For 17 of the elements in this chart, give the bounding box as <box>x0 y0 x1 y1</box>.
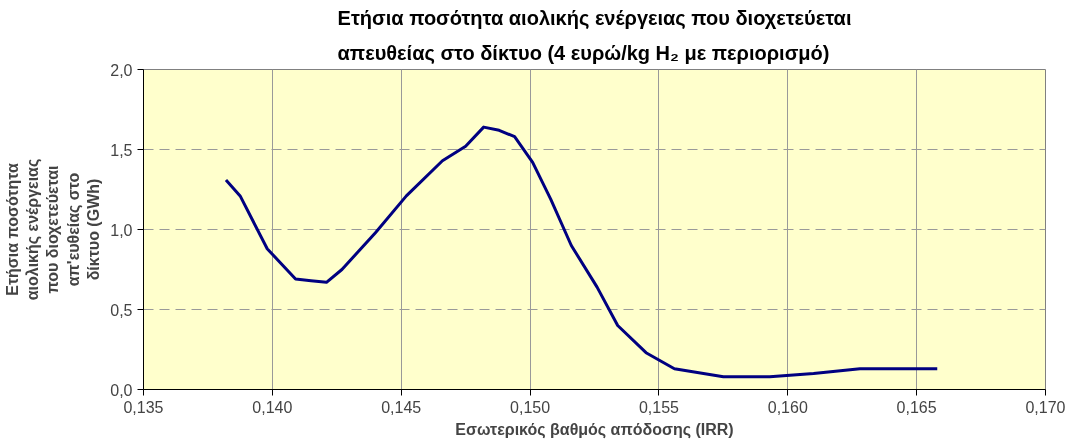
x-tick-label: 0,145 <box>381 398 422 416</box>
y-axis-title: Ετήσια ποσότητα αιολικής ενέργειας που διοχετεύεται απ'ευθείας στο δίκτυο (GWh) <box>3 158 103 301</box>
y-tick-label: 1,5 <box>110 141 133 159</box>
x-tick-label: 0,135 <box>123 398 164 416</box>
y-tick-label: 1,0 <box>110 221 133 239</box>
x-tick-label: 0,170 <box>1025 398 1066 416</box>
x-axis-title: Εσωτερικός βαθμός απόδοσης (IRR) <box>455 420 734 439</box>
y-tick-label: 0,0 <box>110 381 133 399</box>
chart-title: Ετήσια ποσότητα αιολικής ενέργειας που διοχετεύεται απευθείας στο δίκτυο (4 ευρώ/kg H₂ με περιορισμό) <box>337 7 852 65</box>
y-tick-label: 0,5 <box>110 301 133 319</box>
y-tick-label: 2,0 <box>110 61 133 79</box>
x-tick-label: 0,150 <box>510 398 551 416</box>
x-tick-label: 0,165 <box>896 398 937 416</box>
x-tick-label: 0,140 <box>252 398 293 416</box>
line-series <box>224 125 939 379</box>
x-tick-label: 0,155 <box>638 398 680 416</box>
x-tick-label: 0,160 <box>767 398 808 416</box>
